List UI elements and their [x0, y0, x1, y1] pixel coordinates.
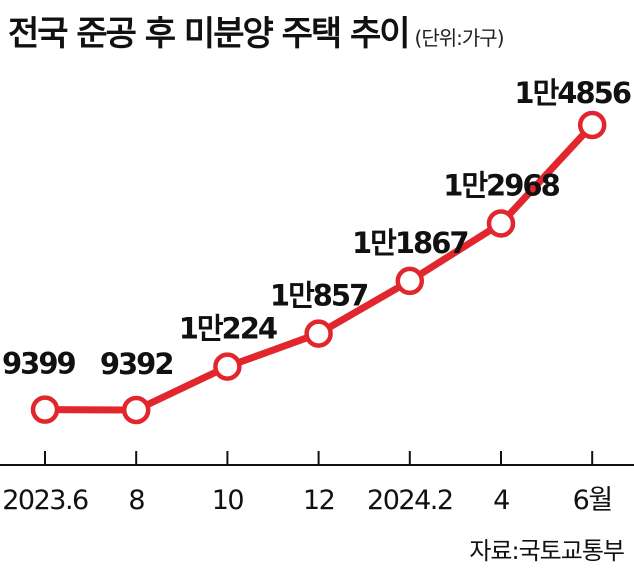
data-point [304, 319, 333, 348]
data-point [121, 395, 151, 425]
x-tick-label: 2023.6 [2, 485, 88, 516]
data-label: 1만2968 [443, 168, 559, 202]
data-label: 9399 [2, 347, 76, 381]
data-label: 9392 [100, 347, 173, 381]
x-tick-label: 2024.2 [367, 485, 452, 516]
data-point [30, 395, 60, 424]
x-tick-label: 8 [128, 485, 144, 516]
data-label: 1만4856 [514, 76, 630, 110]
x-tick-label: 6월 [573, 485, 612, 516]
x-tick-label: 12 [303, 485, 334, 516]
data-label: 1만857 [270, 279, 367, 313]
data-label: 1만1867 [352, 226, 468, 260]
data-point [486, 209, 516, 238]
data-point [577, 110, 607, 140]
x-tick-label: 10 [212, 485, 244, 516]
source-label: 자료:국토교통부 [469, 537, 625, 565]
unit-label: (단위:가구) [414, 26, 505, 50]
x-tick-label: 4 [493, 485, 509, 516]
chart-title: 전국 준공 후 미분양 주택 추이 [8, 14, 411, 54]
data-point [395, 266, 425, 296]
data-label: 1만224 [179, 312, 277, 346]
chart-title-block: 전국 준공 후 미분양 주택 추이 (단위:가구) [8, 6, 504, 55]
data-point [213, 352, 242, 381]
